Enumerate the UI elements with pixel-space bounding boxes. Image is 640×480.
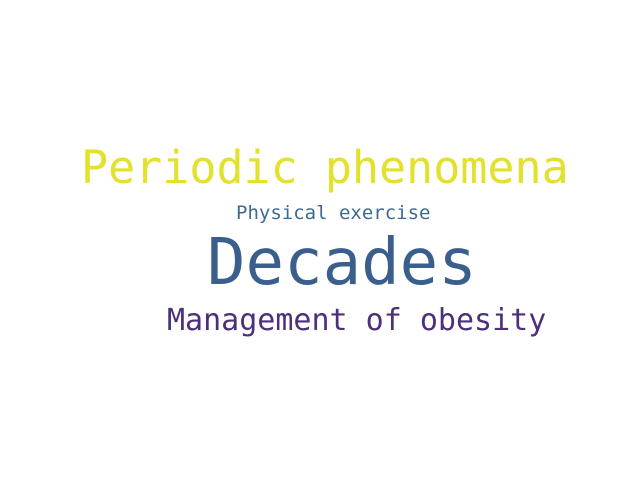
word-management-of-obesity: Management of obesity	[167, 303, 547, 338]
word-periodic-phenomena: Periodic phenomena	[81, 141, 569, 194]
word-physical-exercise: Physical exercise	[236, 202, 431, 224]
word-decades: Decades	[207, 226, 477, 300]
